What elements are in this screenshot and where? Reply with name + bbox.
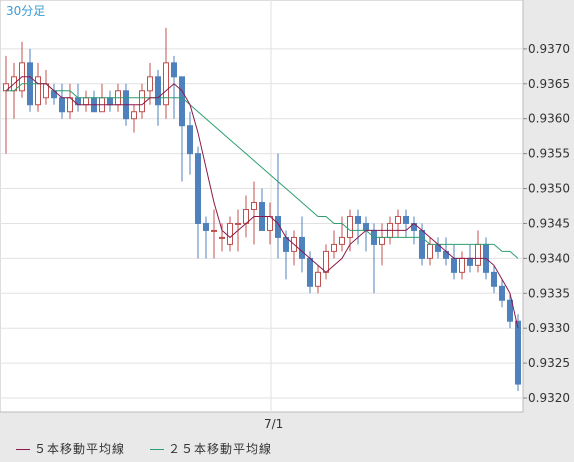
candle	[339, 216, 345, 252]
candle-body	[355, 215, 361, 224]
grid-lines	[0, 0, 523, 412]
candle	[395, 209, 401, 238]
ma25-swatch	[150, 449, 164, 450]
y-tick-label: 0.9320	[528, 391, 570, 405]
candle	[499, 279, 505, 308]
candle-body	[451, 257, 457, 273]
candle-body	[131, 111, 137, 120]
candle	[203, 216, 209, 259]
candle-body	[251, 202, 257, 210]
timeframe-label: 30分足	[6, 4, 45, 18]
candle-body	[323, 250, 329, 273]
candle	[331, 230, 337, 259]
candle-body	[307, 257, 313, 287]
candle-body	[211, 229, 217, 232]
candle	[227, 216, 233, 252]
candle-body	[395, 215, 401, 224]
candle-body	[515, 320, 521, 385]
y-tick-label: 0.9370	[528, 42, 570, 56]
legend-label-ma25: ２５本移動平均線	[168, 442, 273, 456]
candle	[315, 265, 321, 294]
candle	[219, 223, 225, 252]
candle	[187, 111, 193, 175]
ma25-line	[6, 83, 519, 259]
candle-body	[147, 76, 153, 92]
x-tick-label: 7/1	[264, 417, 283, 431]
candle-body	[35, 76, 41, 106]
candle-body	[499, 285, 505, 301]
candle-body	[219, 236, 225, 239]
candle-body	[59, 97, 65, 113]
candle-body	[427, 243, 433, 259]
candle	[299, 216, 305, 273]
candle	[211, 209, 217, 259]
candle-body	[419, 229, 425, 259]
candle-body	[179, 76, 185, 127]
candle-body	[507, 299, 513, 322]
y-tick-label: 0.9365	[528, 77, 570, 91]
candle	[171, 55, 177, 119]
candle-body	[467, 257, 473, 266]
candle	[195, 146, 201, 259]
candle-body	[155, 76, 161, 106]
candle-body	[227, 222, 233, 245]
candle	[403, 209, 409, 238]
candle-body	[195, 153, 201, 224]
ma5-swatch	[16, 449, 30, 450]
candle	[491, 265, 497, 294]
candle	[515, 314, 521, 392]
y-axis-ticks: 0.9370 0.9365 0.9360 0.9355 0.9350 0.9345 0.93…	[523, 42, 570, 405]
candle-body	[403, 215, 409, 224]
candle	[139, 83, 145, 119]
candle-body	[475, 243, 481, 266]
legend-label-ma5: ５本移動平均線	[34, 442, 126, 456]
legend-item-ma25: ２５本移動平均線	[150, 440, 272, 457]
candle	[131, 104, 137, 133]
candle-body	[235, 222, 241, 225]
candle-body	[331, 243, 337, 252]
candle-body	[315, 271, 321, 287]
candle-body	[187, 125, 193, 155]
y-tick-label: 0.9350	[528, 182, 570, 196]
candle	[355, 209, 361, 245]
candle-body	[171, 62, 177, 78]
candle-body	[459, 257, 465, 273]
candle	[179, 76, 185, 182]
candle-body	[379, 236, 385, 245]
y-tick-label: 0.9340	[528, 251, 570, 265]
candle-body	[363, 222, 369, 231]
candle-body	[299, 236, 305, 259]
candle-body	[203, 222, 209, 231]
candle-body	[347, 215, 353, 238]
candle-body	[491, 271, 497, 287]
candle	[35, 62, 41, 112]
candle-body	[139, 90, 145, 113]
ma5-line	[5, 76, 519, 329]
candle	[251, 181, 257, 245]
y-tick-label: 0.9360	[528, 112, 570, 126]
candle-body	[339, 236, 345, 245]
moving-averages	[5, 76, 519, 329]
y-tick-label: 0.9330	[528, 321, 570, 335]
candle-body	[163, 62, 169, 106]
y-tick-label: 0.9325	[528, 356, 570, 370]
candle-body	[107, 97, 113, 106]
y-tick-label: 0.9355	[528, 147, 570, 161]
candle	[507, 293, 513, 329]
candle-body	[83, 97, 89, 106]
y-tick-label: 0.9335	[528, 286, 570, 300]
candle	[163, 27, 169, 119]
y-tick-label: 0.9345	[528, 216, 570, 230]
legend-item-ma5: ５本移動平均線	[16, 440, 125, 457]
